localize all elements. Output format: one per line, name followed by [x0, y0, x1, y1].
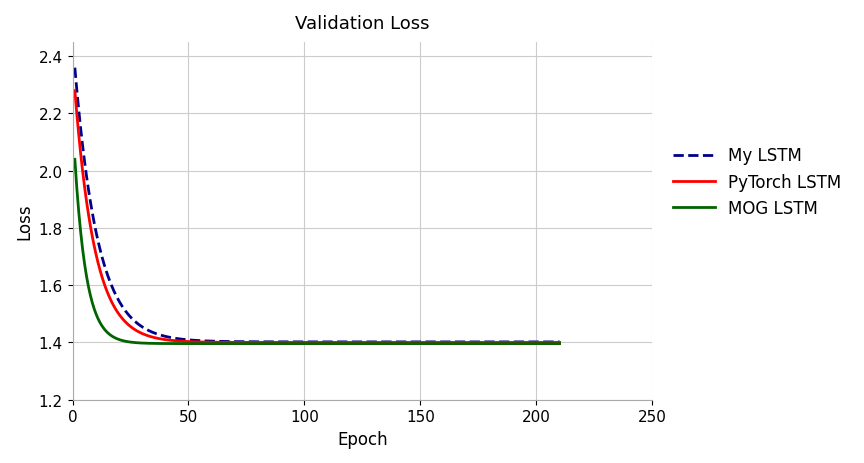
- PyTorch LSTM: [543, 340, 553, 345]
- PyTorch LSTM: [359, 340, 369, 345]
- Y-axis label: Loss: Loss: [15, 203, 33, 239]
- My LSTM: [543, 339, 553, 345]
- MOG LSTM: [302, 341, 313, 347]
- PyTorch LSTM: [332, 340, 342, 345]
- My LSTM: [300, 339, 310, 345]
- Title: Validation Loss: Validation Loss: [295, 15, 429, 33]
- MOG LSTM: [332, 341, 342, 347]
- My LSTM: [332, 339, 342, 345]
- PyTorch LSTM: [467, 340, 478, 345]
- PyTorch LSTM: [300, 340, 310, 345]
- My LSTM: [302, 339, 313, 345]
- MOG LSTM: [492, 341, 502, 347]
- PyTorch LSTM: [70, 88, 80, 94]
- PyTorch LSTM: [302, 340, 313, 345]
- My LSTM: [555, 339, 565, 345]
- MOG LSTM: [467, 341, 478, 347]
- MOG LSTM: [70, 157, 80, 163]
- X-axis label: Epoch: Epoch: [337, 430, 388, 448]
- MOG LSTM: [359, 341, 369, 347]
- MOG LSTM: [300, 341, 310, 347]
- MOG LSTM: [555, 341, 565, 347]
- Line: MOG LSTM: MOG LSTM: [75, 160, 560, 344]
- My LSTM: [467, 339, 478, 345]
- Legend: My LSTM, PyTorch LSTM, MOG LSTM: My LSTM, PyTorch LSTM, MOG LSTM: [666, 140, 848, 224]
- Line: My LSTM: My LSTM: [75, 69, 560, 342]
- Line: PyTorch LSTM: PyTorch LSTM: [75, 91, 560, 343]
- My LSTM: [359, 339, 369, 345]
- PyTorch LSTM: [555, 340, 565, 345]
- My LSTM: [70, 66, 80, 71]
- MOG LSTM: [543, 341, 554, 347]
